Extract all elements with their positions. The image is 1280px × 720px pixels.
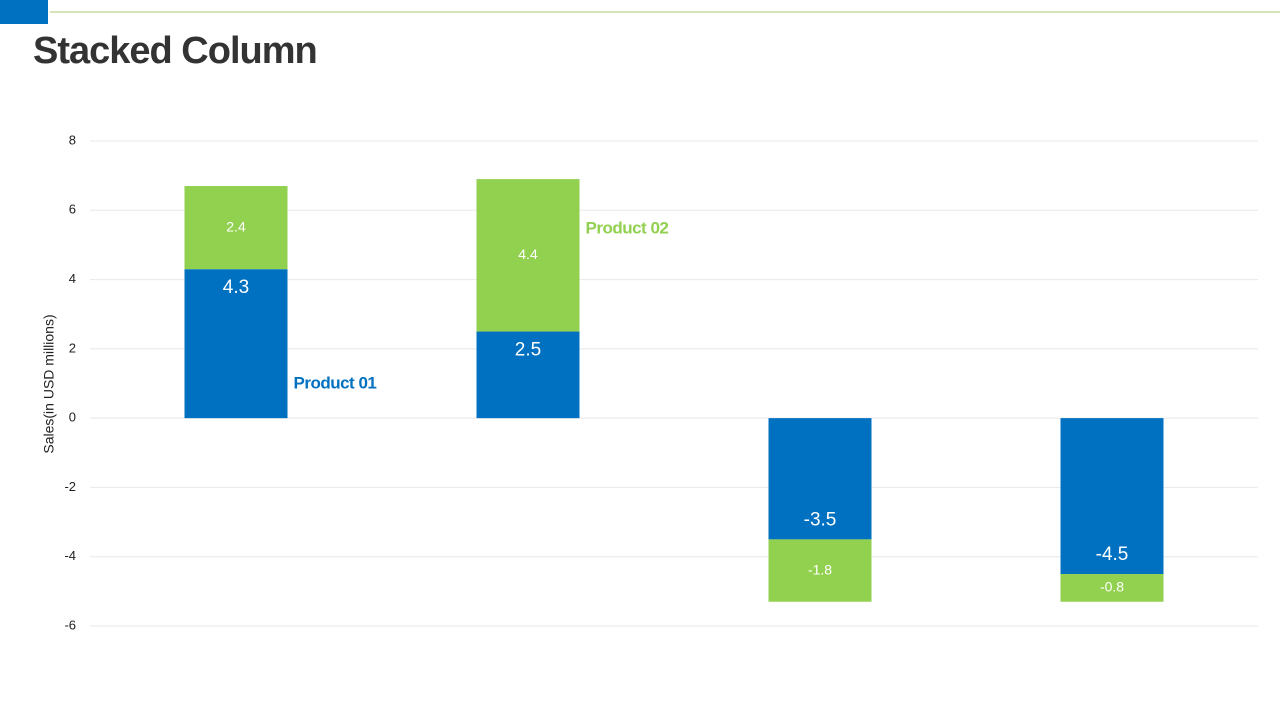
data-label: 2.5 <box>515 340 541 361</box>
y-axis-label: Sales(in USD millions) <box>41 314 57 453</box>
y-tick-label: 2 <box>69 340 76 355</box>
legend-label: Product 01 <box>294 373 377 392</box>
corner-accent <box>0 0 48 24</box>
bar-segment <box>768 539 872 602</box>
y-tick-label: -6 <box>64 617 76 632</box>
bar-segment <box>1060 574 1164 602</box>
bar-segment <box>768 418 872 540</box>
bar-segment <box>1060 418 1164 575</box>
y-tick-label: 8 <box>69 132 76 147</box>
data-label: 4.3 <box>223 277 249 298</box>
bar-segment <box>476 179 580 332</box>
bar-segment <box>476 331 580 419</box>
data-label: 4.4 <box>518 246 538 262</box>
bar-segment <box>184 269 288 419</box>
y-tick-label: 4 <box>69 271 76 286</box>
data-label: 2.4 <box>226 218 246 234</box>
data-label: -4.5 <box>1096 544 1129 565</box>
legend-label: Product 02 <box>586 218 669 237</box>
chart-title: Stacked Column <box>33 30 317 72</box>
y-tick-label: -4 <box>64 548 76 563</box>
data-label: -1.8 <box>808 561 832 577</box>
data-label: -3.5 <box>804 509 837 530</box>
bar-segment <box>184 186 288 270</box>
y-tick-label: 6 <box>69 202 76 217</box>
data-label: -0.8 <box>1100 579 1124 595</box>
y-tick-label: -2 <box>64 479 76 494</box>
y-tick-label: 0 <box>69 410 76 425</box>
